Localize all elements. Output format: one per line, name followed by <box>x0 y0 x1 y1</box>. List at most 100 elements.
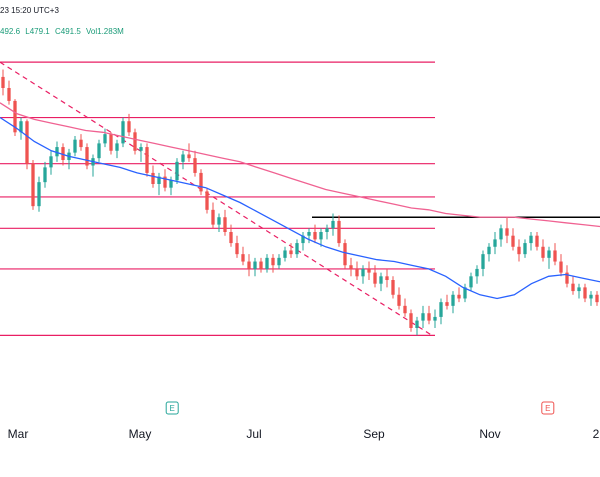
candle-body-59 <box>355 268 359 277</box>
earnings-badge-label-1: E <box>545 404 550 413</box>
candle-body-48 <box>289 250 293 255</box>
candle-body-9 <box>55 147 59 157</box>
candle-body-38 <box>229 232 233 244</box>
earnings-badge-label-0: E <box>170 404 175 413</box>
trendline-group <box>0 61 433 336</box>
candle-body-71 <box>427 313 431 321</box>
x-tick-label-3: Sep <box>363 427 385 441</box>
candle-body-77 <box>463 287 467 299</box>
candle-body-29 <box>175 161 179 181</box>
ma-fast-line <box>0 116 600 300</box>
earnings-badge-1 <box>541 401 555 415</box>
candle-body-18 <box>109 134 113 151</box>
candle-body-12 <box>73 139 77 153</box>
candle-body-40 <box>241 254 245 262</box>
candle-body-73 <box>439 302 443 317</box>
candle-body-4 <box>25 121 29 164</box>
candle-body-30 <box>181 154 185 162</box>
candle-body-13 <box>79 139 83 148</box>
candle-body-87 <box>523 243 527 255</box>
candle-body-3 <box>19 121 23 133</box>
candle-body-24 <box>145 147 149 173</box>
candle-body-56 <box>337 220 341 244</box>
candle-body-2 <box>13 100 17 133</box>
close-value: C491.5 <box>54 27 81 36</box>
candle-body-31 <box>187 154 191 159</box>
candle-body-5 <box>31 163 35 207</box>
candle-body-1 <box>7 88 11 101</box>
candle-body-8 <box>49 156 53 168</box>
candle-body-49 <box>295 243 299 255</box>
moving-averages <box>0 102 600 300</box>
candle-body-69 <box>415 320 419 328</box>
candle-body-81 <box>487 246 491 255</box>
candle-body-99 <box>595 294 599 303</box>
candle-body-39 <box>235 243 239 255</box>
candle-body-41 <box>247 261 251 269</box>
candle-body-64 <box>385 276 389 280</box>
open-value: 492.6 <box>0 27 21 36</box>
candle-body-32 <box>193 158 197 173</box>
candle-body-26 <box>157 176 161 184</box>
candle-body-75 <box>451 294 455 306</box>
candle-body-50 <box>301 235 305 244</box>
candle-body-45 <box>271 257 275 266</box>
candle-body-55 <box>331 220 335 229</box>
x-tick-label-4: Nov <box>479 427 500 441</box>
candle-body-86 <box>517 246 521 255</box>
candle-body-43 <box>259 261 263 269</box>
candle-body-52 <box>313 232 317 240</box>
candle-body-83 <box>499 228 503 240</box>
trendline <box>0 61 433 336</box>
candle-body-80 <box>481 254 485 269</box>
x-tick-label-0: Mar <box>8 427 29 441</box>
candle-body-94 <box>565 272 569 284</box>
candle-body-20 <box>121 121 125 144</box>
candle-body-23 <box>139 147 143 151</box>
candle-body-28 <box>169 180 173 188</box>
candle-body-61 <box>367 268 371 273</box>
candle-body-25 <box>151 172 155 184</box>
candle-body-79 <box>475 268 479 277</box>
candle-body-62 <box>373 272 377 284</box>
candle-body-19 <box>115 143 119 151</box>
candle-body-78 <box>469 276 473 288</box>
x-tick-label-5: 2 <box>593 427 600 441</box>
candle-body-65 <box>391 280 395 295</box>
candle-body-91 <box>547 250 551 258</box>
candle-body-98 <box>589 294 593 299</box>
candle-body-88 <box>529 235 533 244</box>
candle-body-84 <box>505 228 509 236</box>
candle-body-63 <box>379 276 383 284</box>
candle-body-97 <box>583 287 587 299</box>
candle-body-44 <box>265 257 269 269</box>
low-value: L479.1 <box>25 27 50 36</box>
candle-body-42 <box>253 261 257 269</box>
x-axis: Mar May Jul Sep Nov 2 <box>8 427 600 441</box>
candle-body-82 <box>493 239 497 247</box>
candle-body-46 <box>277 257 281 266</box>
candle-body-85 <box>511 235 515 247</box>
candle-body-68 <box>409 313 413 328</box>
timestamp-label: 23 15:20 UTC+3 <box>0 6 59 15</box>
candle-body-58 <box>349 265 353 269</box>
candle-body-90 <box>541 246 545 258</box>
candle-body-36 <box>217 217 221 225</box>
ma-slow-line <box>0 102 600 228</box>
candle-body-53 <box>319 232 323 240</box>
candle-body-14 <box>85 147 89 166</box>
candle-body-35 <box>211 209 215 225</box>
candle-body-74 <box>445 302 449 306</box>
ohlc-readout: 492.6 L479.1 C491.5 Vol1.283M <box>0 27 127 36</box>
candle-body-16 <box>97 143 101 159</box>
earnings-badge-0 <box>165 401 179 415</box>
candle-body-51 <box>307 232 311 236</box>
candle-body-92 <box>553 250 557 262</box>
candle-body-54 <box>325 228 329 232</box>
candle-body-96 <box>577 287 581 292</box>
candle-body-57 <box>343 243 347 266</box>
candle-body-47 <box>283 250 287 258</box>
candle-body-27 <box>163 176 167 188</box>
